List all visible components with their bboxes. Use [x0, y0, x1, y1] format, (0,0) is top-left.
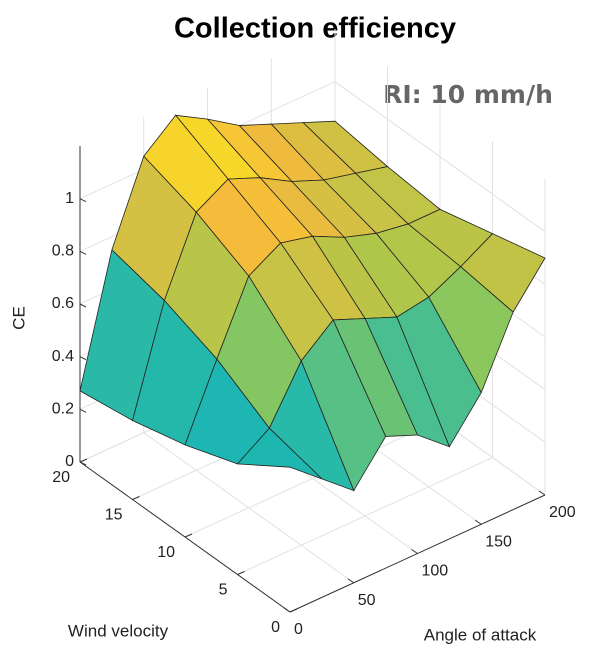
z-tick-label: 0.4: [52, 348, 74, 365]
tick-mark: [79, 198, 87, 203]
tick-mark: [79, 458, 88, 463]
tick-mark: [132, 496, 140, 500]
x-tick-label: 50: [358, 592, 376, 609]
surface-patch: [236, 427, 323, 480]
tick-mark: [347, 578, 355, 584]
z-axis-label: CE: [9, 306, 28, 330]
grid-line: [184, 419, 441, 538]
x-tick-label: 100: [422, 563, 449, 580]
y-tick-label: 0: [271, 619, 280, 636]
x-tick-label: 200: [549, 504, 576, 521]
tick-mark: [538, 490, 546, 496]
z-tick-label: 0: [65, 453, 74, 470]
grid-line: [237, 457, 493, 575]
chart-title: Collection efficiency: [174, 13, 456, 45]
tick-mark: [289, 608, 298, 613]
annotation: RI: 10 mm/h: [383, 80, 553, 109]
tick-mark: [79, 408, 87, 413]
tick-mark: [79, 250, 87, 255]
z-tick-label: 0.2: [52, 401, 74, 418]
tick-mark: [474, 519, 482, 525]
tick-mark: [237, 571, 245, 575]
y-axis-label: Wind velocity: [68, 621, 169, 640]
z-tick-label: 1: [65, 190, 74, 207]
tick-mark: [283, 607, 291, 613]
tick-mark: [184, 533, 193, 538]
x-tick-label: 0: [294, 621, 303, 638]
y-tick-label: 5: [219, 582, 228, 599]
tick-mark: [79, 303, 87, 308]
tick-mark: [79, 356, 87, 361]
y-tick-label: 20: [52, 469, 70, 486]
x-tick-label: 150: [485, 533, 512, 550]
z-tick-label: 0.6: [52, 295, 74, 312]
tick-mark: [79, 461, 87, 466]
z-tick-label: 0.8: [52, 243, 74, 260]
y-tick-label: 15: [105, 507, 123, 524]
x-axis-label: Angle of attack: [424, 625, 537, 644]
y-tick-label: 10: [157, 544, 175, 561]
tick-mark: [411, 549, 418, 554]
